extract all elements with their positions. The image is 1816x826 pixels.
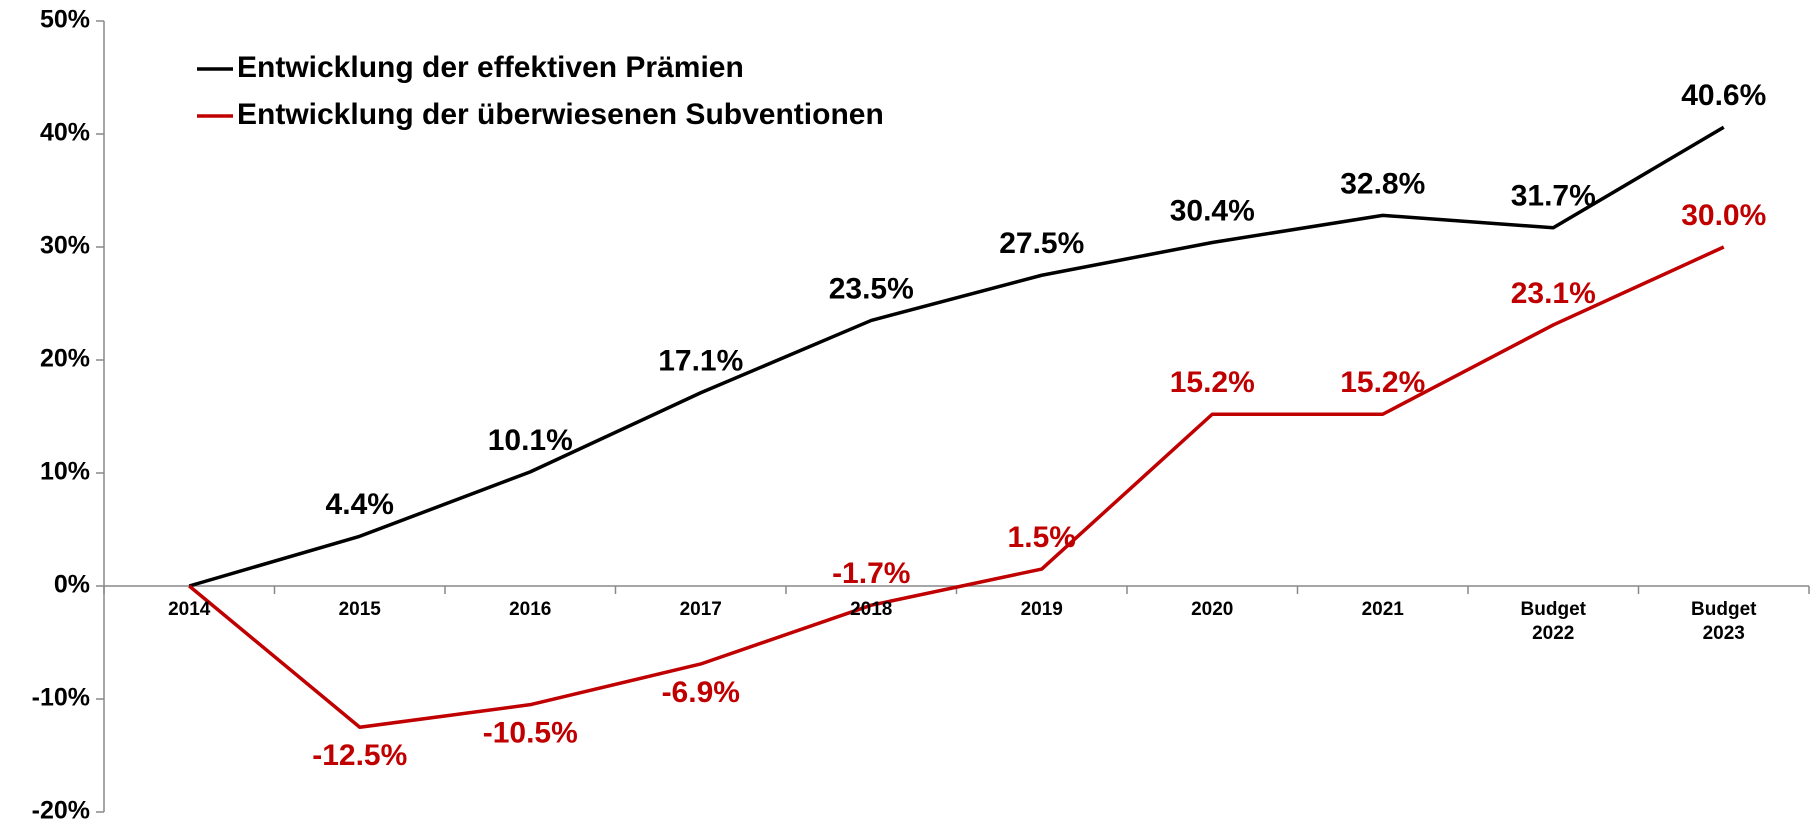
x-tick-label: 2017	[679, 599, 722, 620]
data-label: 23.5%	[829, 272, 914, 305]
data-label: 4.4%	[326, 488, 394, 521]
data-label: -6.9%	[662, 676, 740, 709]
y-tick-label: 0%	[54, 571, 90, 599]
y-tick-label: -20%	[32, 797, 90, 825]
series-line	[188, 125, 1725, 588]
x-tick-label: 2020	[1191, 599, 1234, 620]
data-label: -12.5%	[312, 739, 407, 772]
legend-label: Entwicklung der effektiven Prämien	[237, 51, 744, 84]
x-tick-label: 2016	[509, 599, 552, 620]
x-tick-label: Budget 2022	[1520, 599, 1586, 644]
data-label: 30.4%	[1170, 194, 1255, 227]
y-tick-label: 40%	[40, 119, 90, 147]
x-tick-label: Budget 2023	[1691, 599, 1757, 644]
y-tick-label: 50%	[40, 6, 90, 34]
data-label: 30.0%	[1681, 199, 1766, 232]
data-label: -1.7%	[832, 557, 910, 590]
x-tick-label: 2015	[338, 599, 381, 620]
data-label: -10.5%	[483, 717, 578, 750]
data-label: 15.2%	[1170, 366, 1255, 399]
data-label: 32.8%	[1340, 167, 1425, 200]
x-tick-label: 2021	[1361, 599, 1404, 620]
data-label: 10.1%	[488, 424, 573, 457]
x-tick-label: 2018	[850, 599, 893, 620]
data-label: 15.2%	[1340, 366, 1425, 399]
y-tick-label: 20%	[40, 345, 90, 373]
legend-label: Entwicklung der überwiesenen Subventione…	[237, 98, 884, 131]
x-tick-label: 2014	[168, 599, 211, 620]
data-label: 40.6%	[1681, 79, 1766, 112]
data-label: 17.1%	[658, 345, 743, 378]
x-tick-label: 2019	[1020, 599, 1063, 620]
y-tick-label: -10%	[32, 684, 90, 712]
series-line	[188, 245, 1725, 729]
y-tick-label: 30%	[40, 232, 90, 260]
data-label: 23.1%	[1511, 277, 1596, 310]
data-label: 31.7%	[1511, 180, 1596, 213]
data-label: 1.5%	[1008, 521, 1076, 554]
data-label: 27.5%	[999, 227, 1084, 260]
y-tick-label: 10%	[40, 458, 90, 486]
